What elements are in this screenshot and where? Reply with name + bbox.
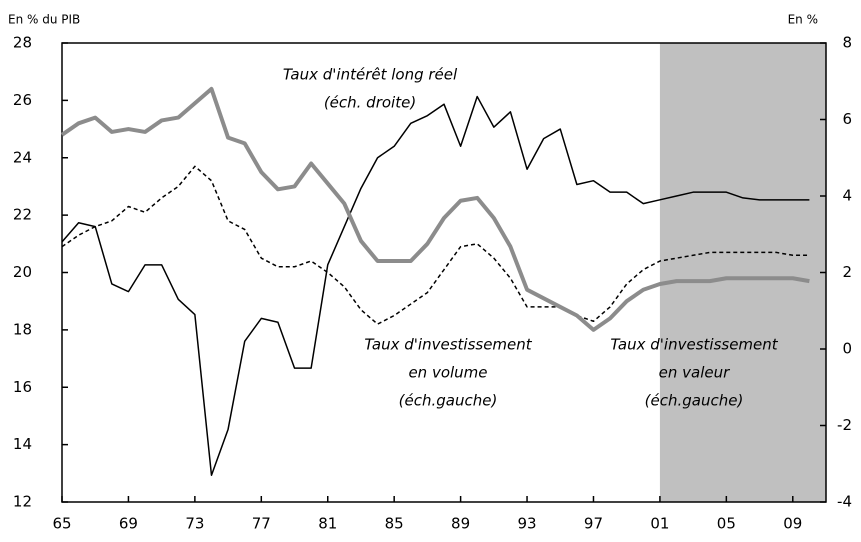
y2-axis-label: En % bbox=[788, 13, 818, 27]
y-tick-label: 24 bbox=[13, 148, 32, 166]
x-tick-label: 85 bbox=[385, 515, 404, 533]
y-tick-label: 14 bbox=[13, 435, 32, 453]
y2-tick-label: 4 bbox=[842, 187, 852, 205]
x-tick-label: 93 bbox=[517, 515, 536, 533]
x-tick-label: 81 bbox=[318, 515, 337, 533]
x-tick-label: 69 bbox=[119, 515, 138, 533]
annotation: Taux d'investissement bbox=[610, 336, 778, 354]
y-tick-label: 20 bbox=[13, 263, 32, 281]
x-tick-label: 73 bbox=[185, 515, 204, 533]
series-line bbox=[60, 86, 810, 332]
x-tick-label: 09 bbox=[783, 515, 802, 533]
annotation: (éch.gauche) bbox=[399, 392, 498, 410]
series-line bbox=[61, 95, 810, 476]
y2-tick-label: 8 bbox=[842, 34, 852, 52]
y-axis-label: En % du PIB bbox=[8, 13, 80, 27]
x-tick-label: 65 bbox=[52, 515, 71, 533]
annotation: (éch.gauche) bbox=[645, 392, 744, 410]
y2-tick-label: -4 bbox=[837, 493, 852, 511]
series-line bbox=[61, 165, 810, 325]
y-tick-label: 26 bbox=[13, 91, 32, 109]
y-tick-label: 12 bbox=[13, 493, 32, 511]
annotation: en valeur bbox=[659, 364, 730, 382]
y2-tick-label: 2 bbox=[842, 263, 852, 281]
y-tick-label: 22 bbox=[13, 206, 32, 224]
x-tick-label: 01 bbox=[650, 515, 669, 533]
x-tick-label: 05 bbox=[717, 515, 736, 533]
y2-tick-label: 6 bbox=[842, 110, 852, 128]
annotation: (éch. droite) bbox=[324, 94, 416, 112]
annotation: en volume bbox=[408, 364, 487, 382]
annotation: Taux d'intérêt long réel bbox=[283, 66, 458, 84]
x-tick-label: 77 bbox=[252, 515, 271, 533]
y2-tick-label: 0 bbox=[842, 340, 852, 358]
y-tick-label: 28 bbox=[13, 34, 32, 52]
x-tick-label: 97 bbox=[584, 515, 603, 533]
annotation: Taux d'investissement bbox=[364, 336, 532, 354]
x-tick-label: 89 bbox=[451, 515, 470, 533]
y2-tick-label: -2 bbox=[837, 416, 852, 434]
y-tick-label: 18 bbox=[13, 320, 32, 338]
y-tick-label: 16 bbox=[13, 378, 32, 396]
shaded-region bbox=[659, 43, 826, 502]
